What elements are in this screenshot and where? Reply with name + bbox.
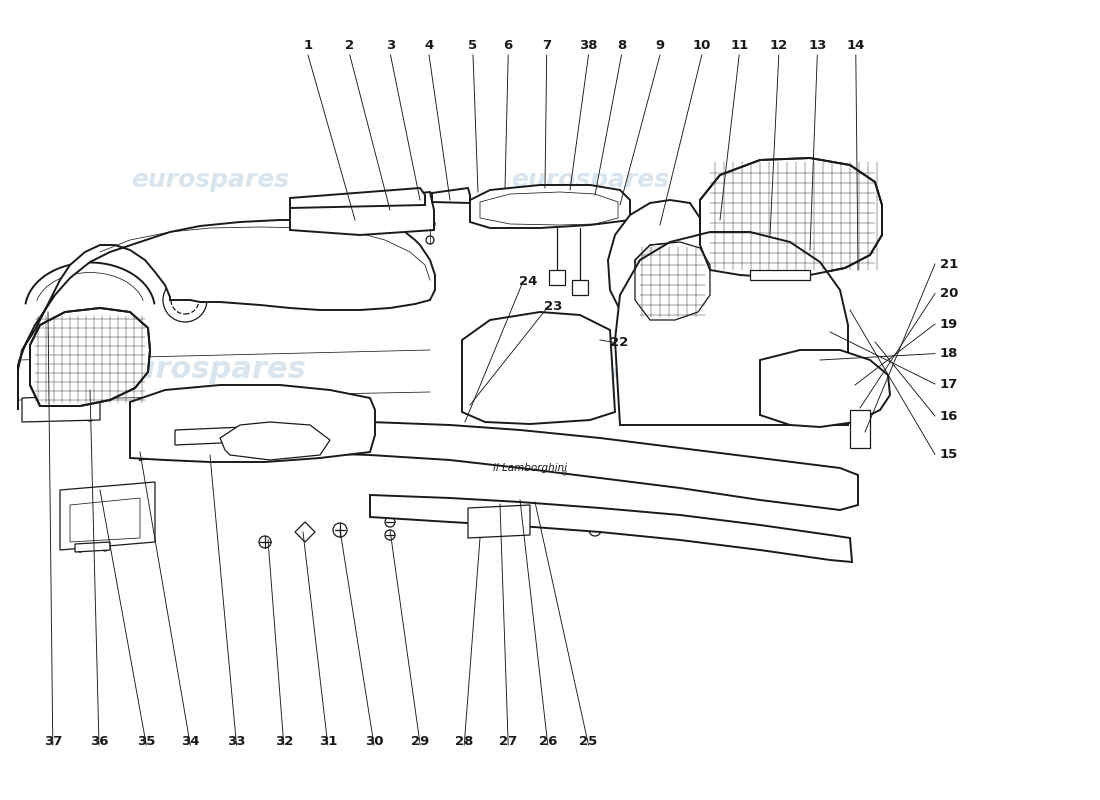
Text: 23: 23 (544, 300, 562, 313)
Polygon shape (432, 188, 470, 203)
Text: 20: 20 (940, 287, 958, 300)
Polygon shape (549, 270, 565, 285)
Text: 27: 27 (499, 735, 517, 748)
Text: 32: 32 (275, 735, 293, 748)
Text: 5: 5 (469, 39, 477, 52)
Polygon shape (635, 242, 710, 320)
Polygon shape (290, 192, 434, 235)
Text: 30: 30 (365, 735, 383, 748)
Text: 19: 19 (940, 318, 958, 330)
Polygon shape (760, 350, 890, 427)
Text: 36: 36 (90, 735, 108, 748)
Text: 37: 37 (44, 735, 62, 748)
Polygon shape (850, 410, 870, 448)
Text: 18: 18 (940, 347, 958, 360)
Text: 6: 6 (504, 39, 513, 52)
Text: 34: 34 (182, 735, 199, 748)
Polygon shape (75, 542, 110, 552)
Polygon shape (750, 270, 810, 280)
Polygon shape (140, 420, 858, 510)
Circle shape (425, 219, 435, 229)
Circle shape (163, 278, 207, 322)
Polygon shape (370, 495, 852, 562)
Text: 1: 1 (304, 39, 312, 52)
Polygon shape (572, 280, 588, 295)
Text: 26: 26 (539, 735, 557, 748)
Text: 16: 16 (940, 410, 958, 422)
Text: 22: 22 (610, 336, 628, 349)
Text: 11: 11 (730, 39, 748, 52)
Text: 8: 8 (617, 39, 626, 52)
Polygon shape (18, 220, 434, 410)
Polygon shape (615, 232, 848, 425)
Polygon shape (60, 482, 155, 550)
Text: 12: 12 (770, 39, 788, 52)
Text: 2: 2 (345, 39, 354, 52)
Polygon shape (462, 312, 615, 424)
Text: ®: ® (561, 471, 569, 477)
Polygon shape (700, 158, 882, 277)
Text: eurospares: eurospares (494, 355, 686, 385)
Text: 35: 35 (138, 735, 155, 748)
Polygon shape (295, 522, 315, 542)
Polygon shape (130, 385, 375, 462)
Text: 15: 15 (940, 448, 958, 461)
Text: eurospares: eurospares (131, 168, 289, 192)
Text: 24: 24 (519, 275, 537, 288)
Text: 14: 14 (847, 39, 865, 52)
Text: 31: 31 (319, 735, 337, 748)
Text: 17: 17 (940, 378, 958, 390)
Circle shape (426, 236, 434, 244)
Text: 10: 10 (693, 39, 711, 52)
Polygon shape (22, 395, 100, 422)
Text: 4: 4 (425, 39, 433, 52)
Text: 13: 13 (808, 39, 826, 52)
Text: il Lamborghini: il Lamborghini (493, 463, 568, 473)
Text: 25: 25 (580, 735, 597, 748)
Polygon shape (470, 185, 630, 228)
Polygon shape (220, 422, 330, 460)
Polygon shape (30, 308, 150, 406)
Text: 33: 33 (228, 735, 245, 748)
Text: eurospares: eurospares (113, 355, 307, 385)
Polygon shape (290, 188, 425, 208)
Text: 28: 28 (455, 735, 473, 748)
Polygon shape (468, 505, 530, 538)
Polygon shape (608, 200, 700, 310)
Text: 3: 3 (386, 39, 395, 52)
Text: 9: 9 (656, 39, 664, 52)
Text: 38: 38 (580, 39, 597, 52)
Text: eurospares: eurospares (510, 168, 669, 192)
Text: 7: 7 (542, 39, 551, 52)
Text: 29: 29 (411, 735, 429, 748)
Text: 21: 21 (940, 258, 958, 270)
